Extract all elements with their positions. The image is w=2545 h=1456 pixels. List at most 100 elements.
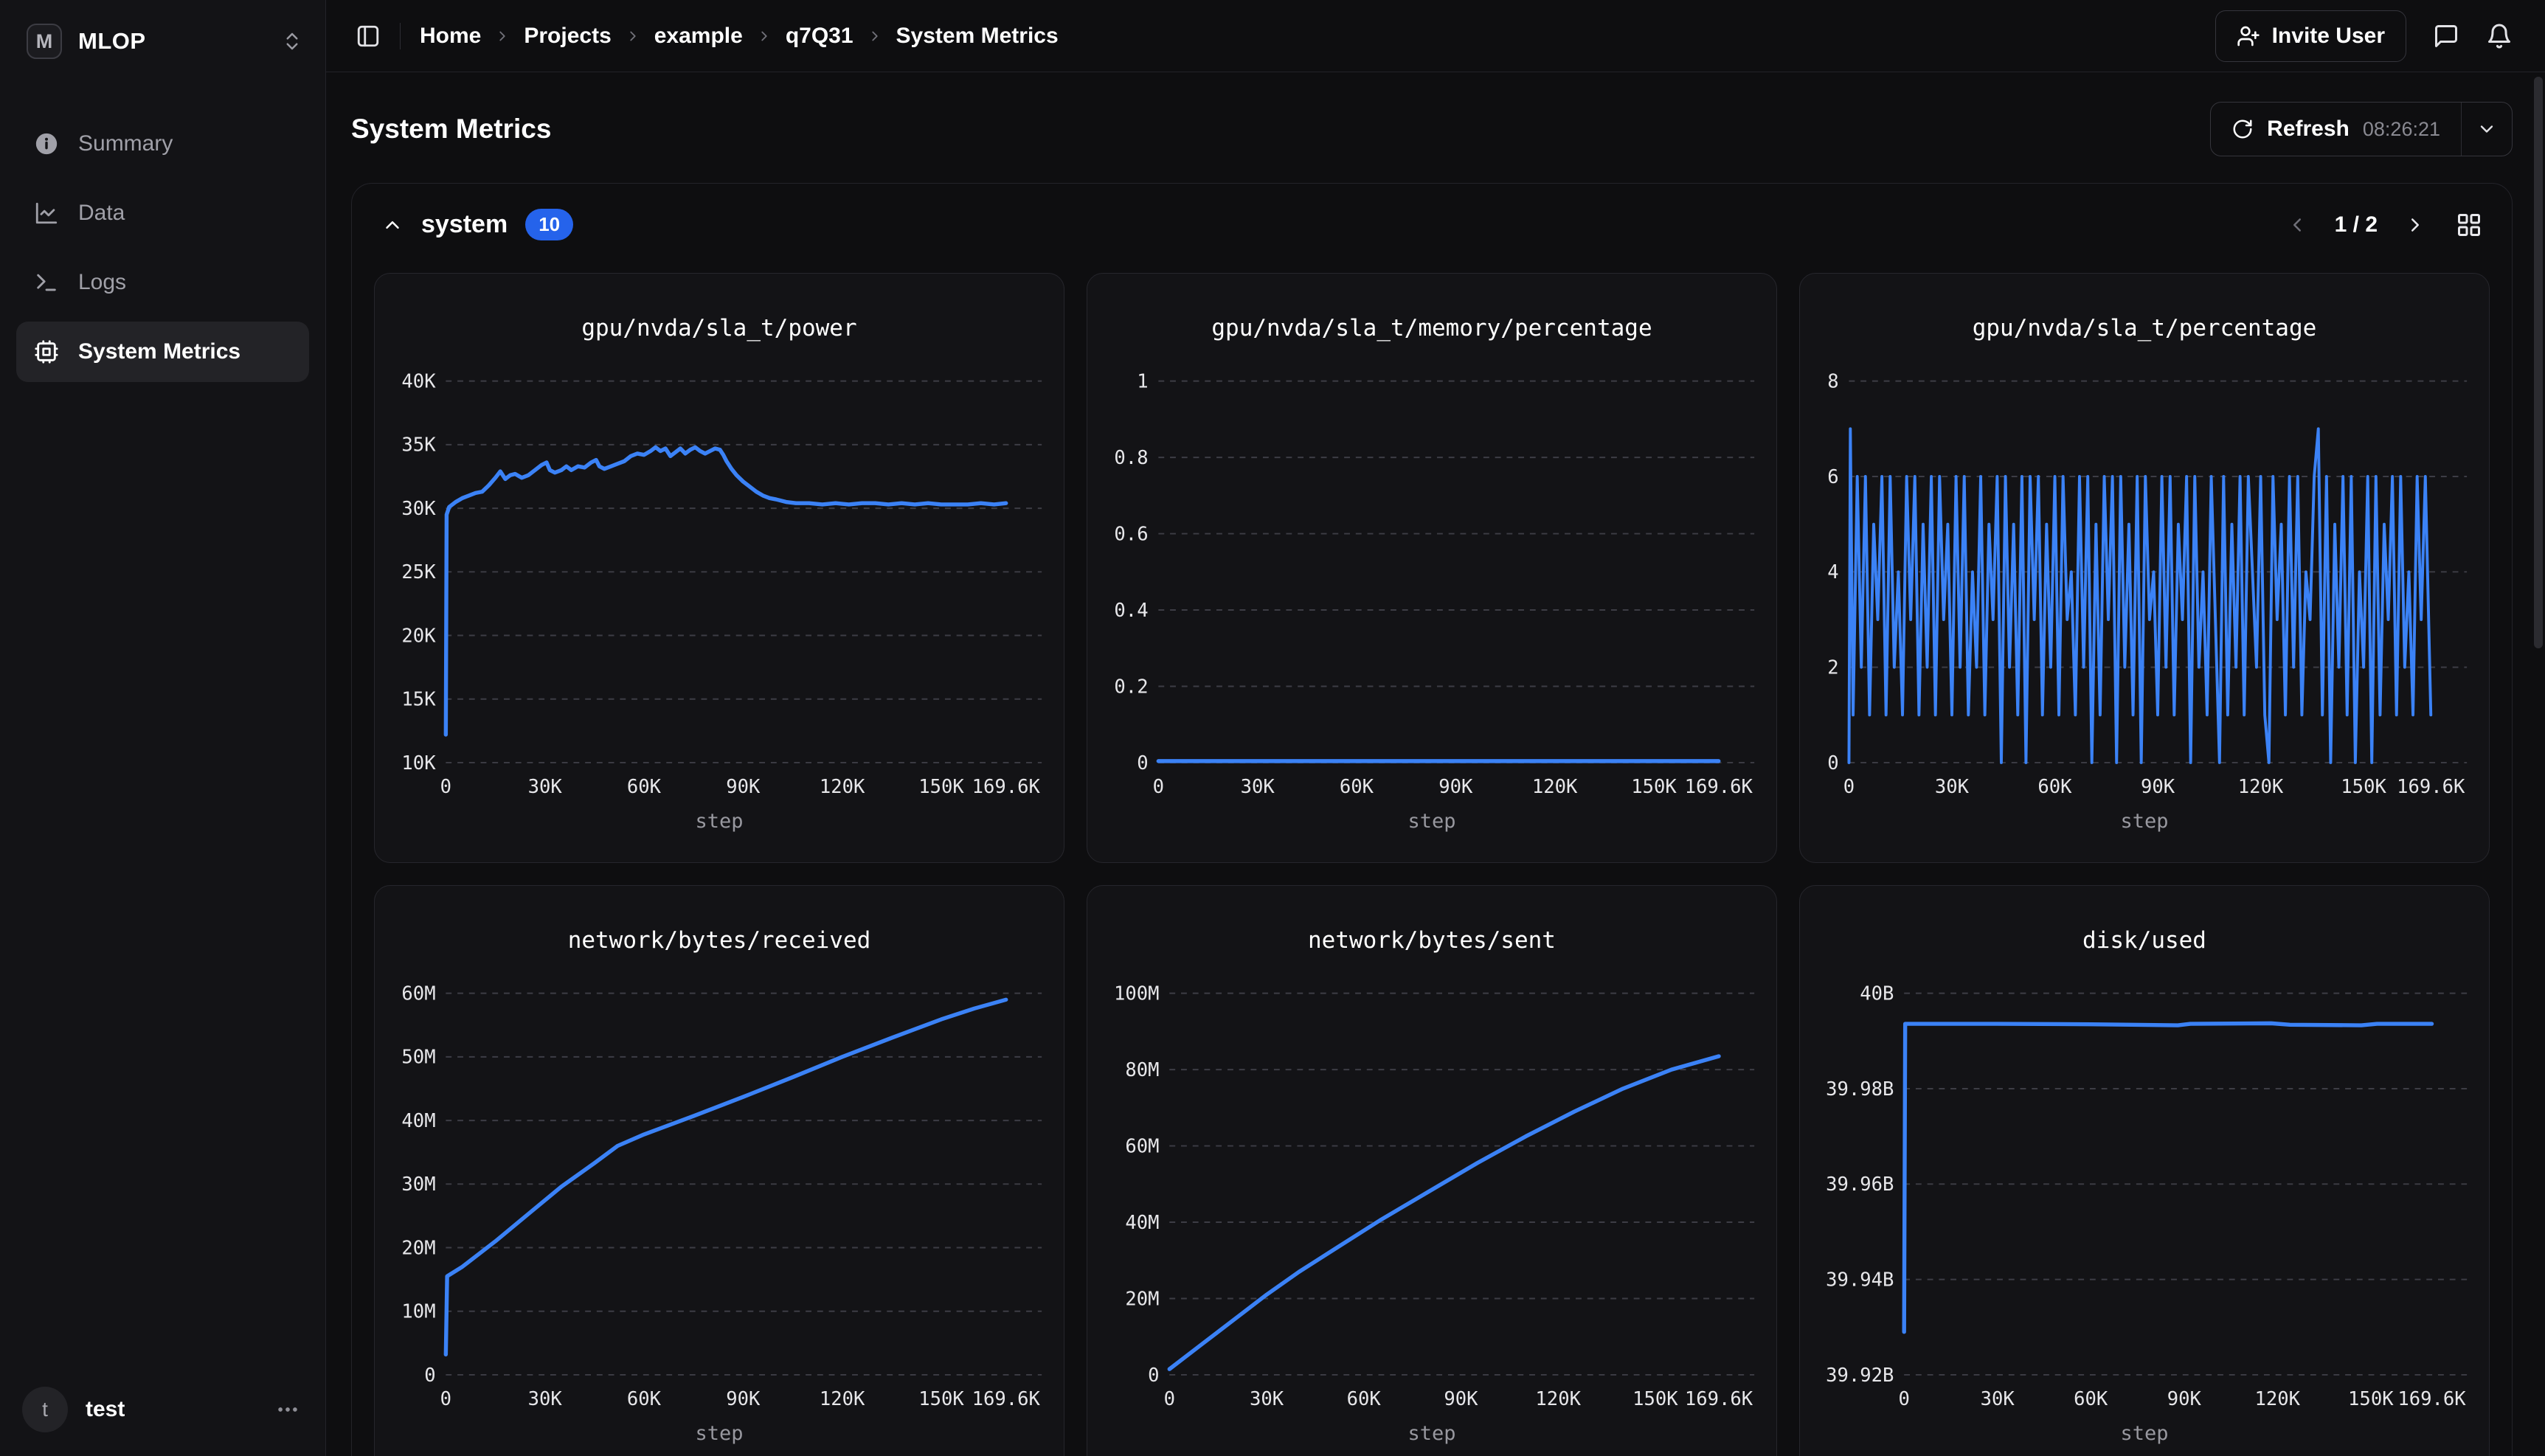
x-tick-label: 60K	[1347, 1388, 1382, 1410]
y-tick-label: 0	[424, 1365, 435, 1387]
chart-svg: 10K 15K 20K 25K 30K 35K 40K 0 30K 60K 90K 120K 150K 1…	[401, 371, 1042, 798]
breadcrumb-current: System Metrics	[896, 23, 1059, 48]
workspace-switcher[interactable]: M MLOP	[0, 16, 325, 66]
x-tick-label: 60K	[627, 1388, 662, 1410]
y-tick-label: 60M	[401, 983, 435, 1005]
x-tick-label: 169.6K	[1685, 776, 1753, 798]
x-tick-label: 120K	[820, 776, 865, 798]
chevron-up-icon[interactable]	[381, 214, 404, 236]
topbar-divider	[400, 22, 401, 49]
y-tick-label: 8	[1827, 371, 1838, 393]
chevron-right-icon[interactable]	[2404, 214, 2426, 236]
x-tick-label: 120K	[1535, 1388, 1581, 1410]
y-tick-label: 35K	[401, 434, 436, 457]
y-tick-label: 4	[1827, 561, 1838, 583]
chevron-right-icon	[756, 28, 772, 44]
breadcrumb-run[interactable]: q7Q31	[785, 23, 853, 48]
sidebar-item-logs[interactable]: Logs	[16, 252, 309, 313]
chart-plot: 0 10M 20M 30M 40M 50M 60M 0 30K 60K 90K 120K 150K 169…	[388, 979, 1050, 1418]
chart-plot: 0 0.2 0.4 0.6 0.8 1 0 30K 60K 90K 120K 150K 169.6K	[1101, 367, 1763, 805]
y-tick-label: 39.92B	[1826, 1365, 1894, 1387]
y-tick-label: 39.94B	[1826, 1269, 1894, 1291]
breadcrumb-home[interactable]: Home	[420, 23, 482, 48]
refresh-dropdown-button[interactable]	[2462, 103, 2512, 156]
y-tick-label: 15K	[401, 689, 436, 711]
x-tick-label: 30K	[1981, 1388, 2015, 1410]
x-tick-label: 30K	[1250, 1388, 1284, 1410]
cpu-icon	[34, 339, 59, 364]
x-tick-label: 60K	[2074, 1388, 2108, 1410]
logo-initial: M	[35, 30, 53, 52]
chart-svg: 39.92B 39.94B 39.96B 39.98B 40B 0 30K 60K 90K 120…	[1826, 983, 2468, 1410]
chart-plot: 10K 15K 20K 25K 30K 35K 40K 0 30K 60K 90K 120K 150K 1…	[388, 367, 1050, 805]
chart-card: disk/used 39.92B 39.94B 39.96B 39.98B 40B 0 30K…	[1799, 885, 2490, 1456]
y-tick-label: 50M	[401, 1047, 435, 1069]
chevron-left-icon[interactable]	[2286, 214, 2308, 236]
x-tick-label: 0	[1164, 1388, 1175, 1410]
y-tick-label: 10M	[401, 1301, 435, 1323]
panel-left-toggle-icon[interactable]	[356, 24, 381, 49]
chart-card: gpu/nvda/sla_t/memory/percentage 0 0.2 0.4 0…	[1087, 273, 1777, 863]
x-tick-label: 90K	[1438, 776, 1473, 798]
user-name: test	[86, 1397, 125, 1421]
refresh-divider	[2461, 103, 2462, 156]
chart-plot: 39.92B 39.94B 39.96B 39.98B 40B 0 30K 60K 90K 120…	[1813, 979, 2476, 1418]
page-title: System Metrics	[351, 114, 552, 144]
pager: 1 / 2	[2286, 212, 2426, 238]
chevrons-up-down-icon[interactable]	[281, 30, 303, 52]
x-tick-label: 169.6K	[972, 776, 1041, 798]
scrollbar-thumb[interactable]	[2534, 77, 2543, 648]
y-tick-label: 40M	[1125, 1212, 1159, 1234]
chevron-right-icon	[494, 28, 510, 44]
chart-svg: 0 10M 20M 30M 40M 50M 60M 0 30K 60K 90K 120K 150K 169…	[401, 983, 1042, 1410]
x-tick-label: 120K	[820, 1388, 865, 1410]
user-row: t test	[0, 1378, 325, 1437]
sidebar-item-label: Data	[78, 201, 125, 225]
y-tick-label: 0	[1137, 752, 1148, 774]
y-tick-label: 10K	[401, 752, 436, 774]
x-tick-label: 30K	[1241, 776, 1275, 798]
bell-icon[interactable]	[2486, 23, 2513, 49]
layout-grid-icon[interactable]	[2456, 212, 2482, 238]
y-tick-label: 30K	[401, 498, 436, 520]
sidebar-item-summary[interactable]: Summary	[16, 114, 309, 174]
y-tick-label: 100M	[1114, 983, 1160, 1005]
count-badge: 10	[525, 209, 574, 240]
x-tick-label: 0	[440, 1388, 451, 1410]
sidebar: M MLOP Summary Data Logs	[0, 0, 326, 1456]
x-tick-label: 90K	[2167, 1388, 2202, 1410]
sidebar-item-label: System Metrics	[78, 339, 241, 364]
sidebar-item-label: Summary	[78, 131, 173, 156]
invite-user-label: Invite User	[2271, 23, 2385, 48]
sidebar-item-system-metrics[interactable]: System Metrics	[16, 322, 309, 382]
x-tick-label: 150K	[918, 1388, 964, 1410]
y-tick-label: 40B	[1860, 983, 1894, 1005]
x-tick-label: 30K	[528, 776, 563, 798]
y-tick-label: 0.6	[1114, 523, 1148, 545]
charts-grid: gpu/nvda/sla_t/power 10K 15K 20K 25K 30K 35K 40…	[374, 273, 2490, 1456]
refresh-button[interactable]: Refresh 08:26:21	[2211, 103, 2461, 156]
x-tick-label: 0	[440, 776, 451, 798]
message-square-icon[interactable]	[2433, 23, 2459, 49]
invite-user-button[interactable]: Invite User	[2215, 10, 2406, 62]
sidebar-item-data[interactable]: Data	[16, 183, 309, 243]
workspace-name: MLOP	[78, 28, 146, 54]
breadcrumb-example[interactable]: example	[654, 23, 743, 48]
y-tick-label: 0.8	[1114, 447, 1148, 469]
x-tick-label: 60K	[1340, 776, 1374, 798]
page-indicator: 1 / 2	[2334, 212, 2378, 237]
y-tick-label: 20K	[401, 625, 436, 647]
sidebar-nav: Summary Data Logs System Metrics	[0, 66, 325, 382]
terminal-icon	[34, 270, 59, 295]
chart-card: gpu/nvda/sla_t/percentage 0 2 4 6 8 0 30K 60K 90K…	[1799, 273, 2490, 863]
breadcrumb-projects[interactable]: Projects	[524, 23, 612, 48]
sidebar-item-label: Logs	[78, 270, 127, 294]
x-axis-label: step	[2120, 810, 2169, 833]
x-tick-label: 60K	[627, 776, 662, 798]
x-tick-label: 150K	[2348, 1388, 2394, 1410]
ellipsis-icon[interactable]	[275, 1397, 300, 1422]
chart-card: gpu/nvda/sla_t/power 10K 15K 20K 25K 30K 35K 40…	[374, 273, 1064, 863]
x-tick-label: 120K	[1532, 776, 1578, 798]
chart-svg: 0 20M 40M 60M 80M 100M 0 30K 60K 90K 120K 150K 169.6…	[1114, 983, 1755, 1410]
x-axis-label: step	[1407, 810, 1456, 833]
